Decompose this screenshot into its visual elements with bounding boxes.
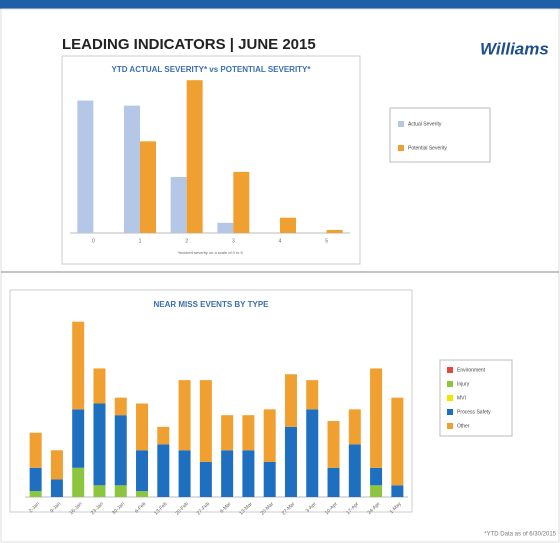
- slide-title: LEADING INDICATORS | JUNE 2015: [62, 36, 316, 53]
- bar-segment: [157, 444, 170, 497]
- bar-segment: [306, 380, 319, 410]
- bar-segment: [391, 485, 404, 497]
- x-tick-label: 2: [185, 238, 188, 244]
- bar: [186, 80, 203, 233]
- legend-label: Process Safety: [457, 409, 491, 415]
- x-tick-label: 0: [92, 238, 95, 244]
- bar-segment: [370, 485, 383, 497]
- bar: [217, 222, 234, 233]
- legend-label: Injury: [457, 381, 470, 387]
- bar-segment: [391, 397, 404, 486]
- chart-title: NEAR MISS EVENTS BY TYPE: [154, 300, 270, 309]
- bar: [170, 176, 187, 233]
- bar-segment: [72, 467, 85, 497]
- x-tick-label: 4: [279, 238, 282, 244]
- bar-segment: [178, 380, 191, 451]
- bar-segment: [136, 403, 149, 451]
- bar-segment: [50, 450, 63, 480]
- legend-label: MVI: [457, 395, 466, 401]
- bar-segment: [221, 415, 234, 451]
- bar: [140, 141, 156, 233]
- bar-segment: [348, 409, 361, 445]
- bar-segment: [221, 450, 234, 497]
- legend-box: [389, 107, 491, 163]
- bar-segment: [306, 409, 319, 497]
- bar-segment: [284, 374, 297, 427]
- bar-segment: [29, 491, 42, 497]
- legend-swatch: [447, 367, 453, 373]
- bar-segment: [114, 485, 127, 497]
- bar-segment: [29, 432, 42, 468]
- bar-segment: [114, 397, 127, 416]
- legend-label: Other: [457, 423, 470, 429]
- legend-swatch: [398, 145, 404, 151]
- bar-segment: [93, 485, 106, 497]
- legend-swatch: [447, 423, 453, 429]
- footnote: *YTD Data as of 6/30/2015: [484, 532, 556, 538]
- legend-swatch: [447, 395, 453, 401]
- bar-segment: [93, 368, 106, 404]
- bar-segment: [136, 491, 149, 497]
- bar: [326, 229, 343, 233]
- bar-segment: [348, 444, 361, 497]
- legend-swatch: [447, 381, 453, 387]
- chart-frame: [61, 55, 361, 265]
- bar-segment: [263, 409, 276, 462]
- bar-segment: [263, 461, 276, 497]
- bar-segment: [29, 467, 42, 492]
- bar-segment: [114, 415, 127, 486]
- bar-segment: [199, 461, 212, 497]
- legend-swatch: [447, 409, 453, 415]
- logo: Williams: [480, 39, 549, 58]
- bar-segment: [93, 403, 106, 486]
- bar: [280, 217, 296, 233]
- legend-label: Potential Severity: [408, 145, 447, 151]
- bar-segment: [178, 450, 191, 497]
- bar: [124, 105, 140, 233]
- x-tick-label: 3: [232, 238, 235, 244]
- x-tick-label: 5: [325, 238, 328, 244]
- bar-segment: [72, 409, 85, 468]
- bar-segment: [242, 415, 255, 451]
- x-tick-label: 1: [139, 238, 142, 244]
- legend-label: Environment: [457, 367, 486, 373]
- bar-segment: [136, 450, 149, 492]
- bar-segment: [370, 467, 383, 486]
- bar-segment: [72, 321, 85, 410]
- bar-segment: [327, 421, 340, 468]
- legend-swatch: [398, 121, 404, 127]
- bar-segment: [284, 426, 297, 497]
- bar-segment: [157, 426, 170, 445]
- top-bar: [0, 0, 560, 9]
- bar-segment: [242, 450, 255, 497]
- bar-segment: [370, 368, 383, 468]
- bar-segment: [327, 467, 340, 497]
- chart-title: YTD ACTUAL SEVERITY* vs POTENTIAL SEVERI…: [112, 65, 312, 74]
- bar-segment: [50, 479, 63, 497]
- x-axis-label: *Incident severity on a scale of 0 to 5: [177, 250, 243, 255]
- bar: [233, 171, 250, 233]
- legend-label: Actual Severity: [408, 121, 442, 127]
- bar: [77, 100, 94, 233]
- bar-segment: [199, 380, 212, 462]
